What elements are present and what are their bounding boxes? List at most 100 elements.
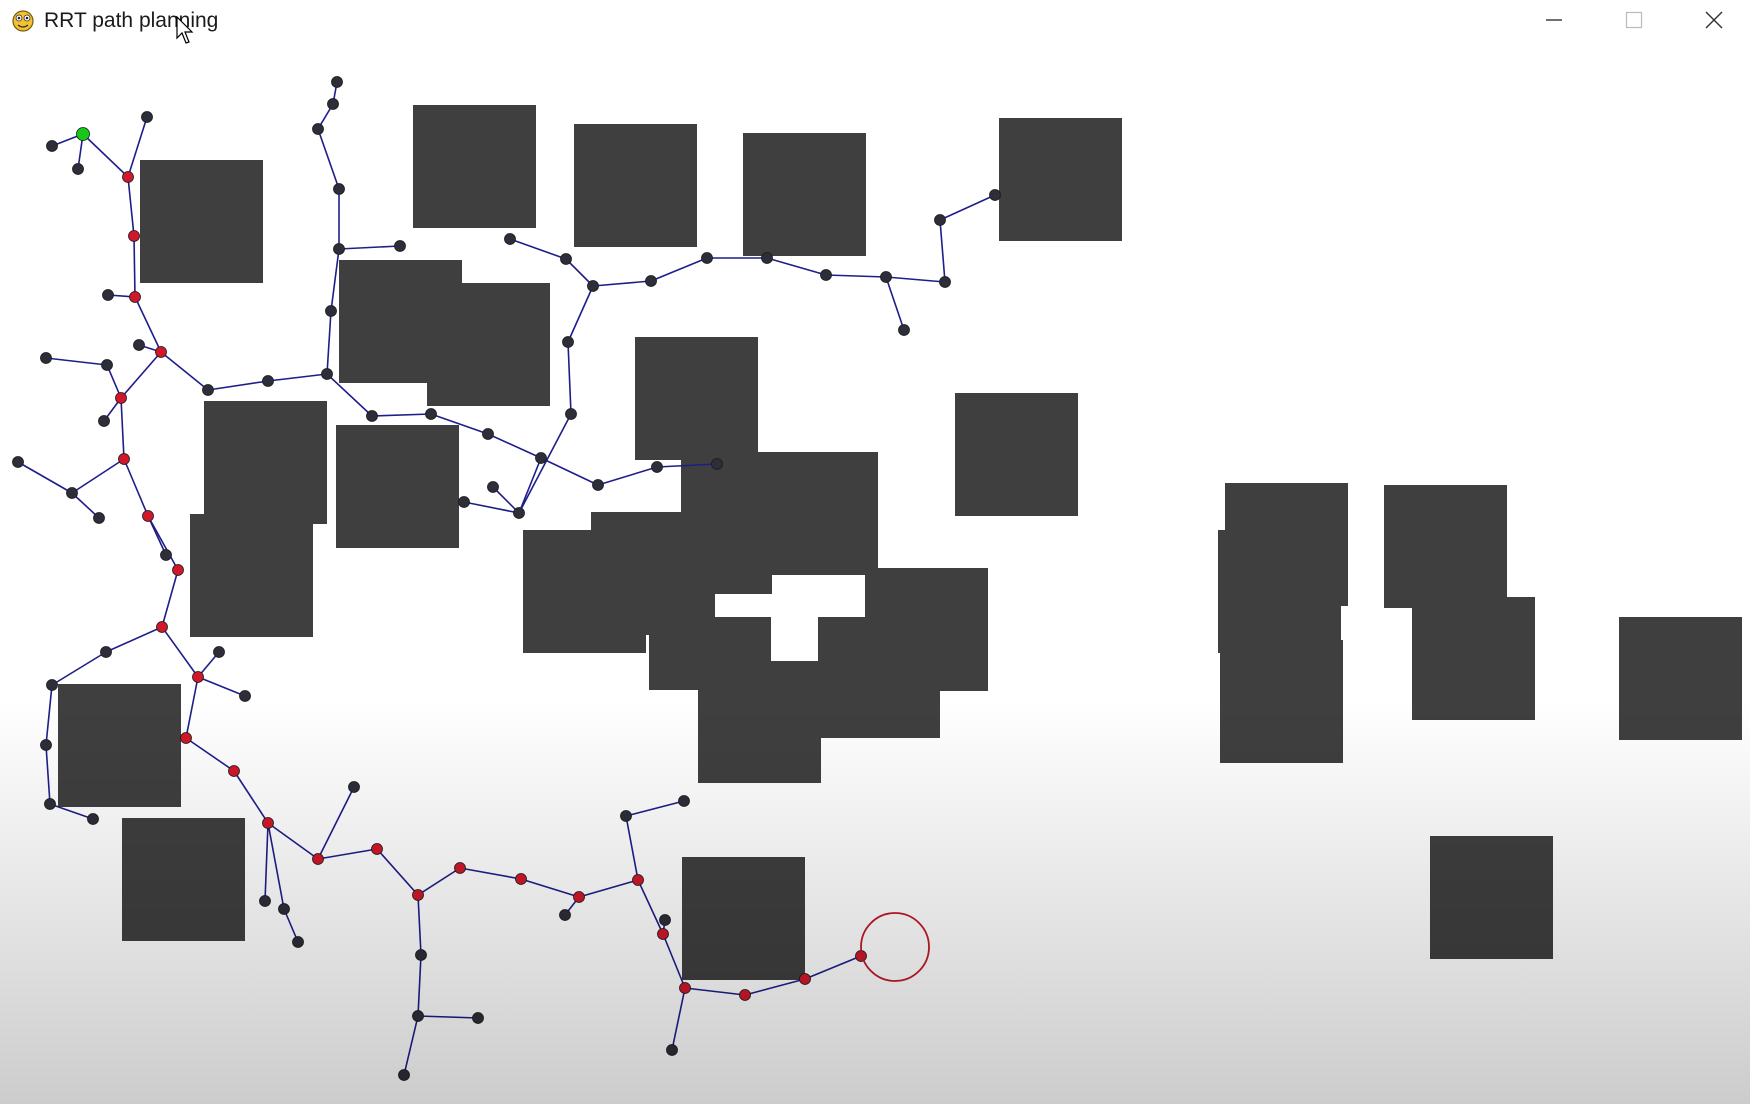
path-node: [573, 891, 585, 903]
obstacle: [755, 452, 878, 575]
tree-node: [482, 428, 494, 440]
tree-node: [98, 415, 110, 427]
tree-node: [202, 384, 214, 396]
tree-edge: [487, 433, 542, 459]
tree-node: [659, 914, 671, 926]
tree-edge: [127, 176, 135, 237]
tree-edge: [134, 296, 162, 353]
path-node: [129, 291, 141, 303]
tree-edge: [264, 822, 269, 902]
tree-edge: [51, 651, 107, 686]
tree-edge: [578, 879, 639, 898]
tree-node: [620, 810, 632, 822]
tree-edge: [267, 822, 319, 860]
tree-node: [587, 280, 599, 292]
tree-node: [292, 936, 304, 948]
tree-edge: [185, 737, 235, 772]
tree-edge: [417, 1015, 479, 1019]
tree-edge: [197, 676, 246, 697]
path-node: [128, 230, 140, 242]
tree-edge: [766, 257, 827, 276]
tree-edge: [326, 310, 332, 375]
obstacle-gap-layer: [715, 577, 865, 661]
tree-edge: [885, 276, 946, 283]
minimize-button[interactable]: [1514, 0, 1594, 40]
path-node: [115, 392, 127, 404]
tree-node: [880, 271, 892, 283]
tree-node: [412, 1010, 424, 1022]
tree-node: [72, 163, 84, 175]
tree-node: [333, 183, 345, 195]
tree-edge: [106, 364, 122, 399]
tree-node: [141, 111, 153, 123]
path-node: [262, 817, 274, 829]
tree-edge: [684, 987, 746, 996]
tree-edge: [567, 285, 594, 343]
tree-node: [535, 452, 547, 464]
obstacle: [427, 283, 550, 406]
tree-node: [458, 496, 470, 508]
tree-node: [331, 76, 343, 88]
rrt-planning-canvas: [12, 76, 1742, 1081]
tree-node: [44, 798, 56, 810]
path-node: [118, 453, 130, 465]
tree-node: [278, 903, 290, 915]
path-node: [312, 853, 324, 865]
obstacle: [955, 393, 1078, 516]
tree-edge: [509, 238, 567, 260]
tree-node: [989, 189, 1001, 201]
tree-node: [678, 795, 690, 807]
tree-edge: [417, 867, 461, 896]
tree-edge: [120, 397, 125, 460]
tree-edge: [71, 492, 100, 519]
obstacle: [574, 124, 697, 247]
title-bar[interactable]: RRT path planning: [0, 0, 1750, 40]
tree-edge: [518, 457, 542, 514]
path-node: [454, 862, 466, 874]
maximize-button[interactable]: [1594, 0, 1674, 40]
tree-node: [87, 813, 99, 825]
close-icon: [1705, 11, 1723, 29]
tree-edge: [403, 1015, 419, 1076]
path-node: [156, 621, 168, 633]
obstacle: [336, 425, 459, 548]
tree-edge: [161, 569, 179, 628]
tree-node: [398, 1069, 410, 1081]
tree-edge: [417, 894, 422, 956]
tree-node: [259, 895, 271, 907]
path-node: [371, 843, 383, 855]
tree-edge: [825, 274, 887, 278]
tree-node-layer: [12, 76, 1001, 1081]
tree-edge: [520, 878, 580, 898]
goal-region: [860, 912, 930, 982]
tree-node: [820, 269, 832, 281]
tree-edge: [45, 744, 51, 805]
tree-edge: [885, 276, 905, 331]
tree-node: [160, 549, 172, 561]
tree-edge: [267, 822, 285, 910]
tree-edge: [662, 933, 686, 989]
tree-node: [327, 98, 339, 110]
tree-edge: [317, 786, 355, 860]
path-node: [799, 973, 811, 985]
tree-edge: [123, 458, 149, 517]
tree-node: [93, 512, 105, 524]
tree-node: [592, 479, 604, 491]
tree-node: [46, 679, 58, 691]
tree-node: [898, 324, 910, 336]
path-node: [657, 928, 669, 940]
close-button[interactable]: [1674, 0, 1750, 40]
path-node: [412, 889, 424, 901]
tree-edge: [267, 373, 328, 382]
tree-edge: [417, 954, 422, 1017]
tree-node: [425, 408, 437, 420]
tree-edge: [338, 245, 401, 250]
window-title: RRT path planning: [44, 9, 219, 32]
tree-edge: [127, 116, 148, 178]
tree-edge: [597, 466, 658, 486]
tree-node: [100, 646, 112, 658]
tree-edge: [567, 341, 572, 415]
tree-edge: [45, 357, 108, 366]
tree-edge: [637, 879, 664, 935]
mouse-cursor-icon: [176, 16, 194, 44]
